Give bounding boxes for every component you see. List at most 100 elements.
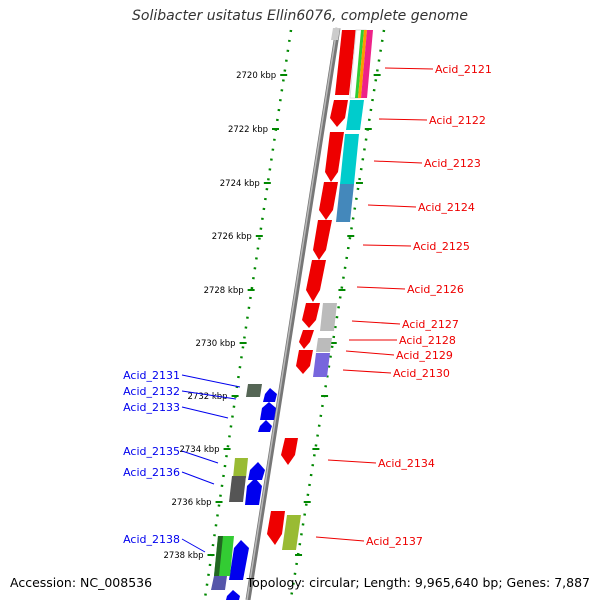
gene-callout-label[interactable]: Acid_2133	[123, 401, 180, 414]
gene-callout-forward[interactable]: Acid_2129	[345, 349, 453, 362]
ruler-tick-label: 2734 kbp	[179, 445, 219, 455]
cog-stripe-green	[355, 30, 364, 98]
gene-callout-label[interactable]: Acid_2127	[402, 318, 459, 331]
forward-genes	[267, 30, 356, 545]
ruler-tick-label: 2720 kbp	[236, 71, 276, 81]
gene-callout-label[interactable]: Acid_2125	[413, 240, 470, 253]
ruler-tick: 2724 kbp	[220, 179, 363, 189]
ruler-tick: 2720 kbp	[236, 71, 381, 81]
gene-callout-label[interactable]: Acid_2138	[123, 533, 180, 546]
gene-callout-forward[interactable]: Acid_2124	[367, 201, 475, 214]
gene-acid-2122[interactable]	[330, 100, 348, 127]
backbone-top-highlight	[331, 28, 340, 40]
gene-acid-2133-b[interactable]	[258, 420, 272, 432]
gene-acid-2136[interactable]	[245, 478, 262, 505]
gene-callout-label[interactable]: Acid_2136	[123, 466, 180, 479]
ruler-tick-label: 2724 kbp	[220, 179, 260, 189]
gene-acid-2132[interactable]	[263, 388, 277, 402]
gene-callout-label[interactable]: Acid_2121	[435, 63, 492, 76]
ruler-tick: 2726 kbp	[212, 232, 355, 242]
gene-callout-forward[interactable]: Acid_2125	[362, 240, 470, 253]
genome-backbone	[245, 27, 341, 601]
gene-callout-forward[interactable]: Acid_2126	[356, 283, 464, 296]
gene-acid-2123[interactable]	[325, 132, 344, 182]
gene-callout-label[interactable]: Acid_2132	[123, 385, 180, 398]
gene-callout-forward[interactable]: Acid_2127	[351, 318, 459, 331]
gene-callout-forward[interactable]: Acid_2137	[315, 535, 423, 548]
cog-stripe-orange	[358, 30, 367, 98]
topology-text: Topology: circular; Length: 9,965,640 bp…	[246, 575, 590, 590]
gene-callout-reverse[interactable]: Acid_2136	[123, 466, 215, 485]
gene-callout-label[interactable]: Acid_2137	[366, 535, 423, 548]
cog-block-2122	[346, 100, 364, 130]
cog-block-2138b	[214, 536, 223, 576]
gene-acid-2130[interactable]	[296, 350, 313, 374]
gene-callout-label[interactable]: Acid_2126	[407, 283, 464, 296]
cog-block-2136	[229, 476, 246, 502]
cog-block-2129	[316, 338, 332, 352]
cog-block-2127	[320, 303, 337, 331]
ruler-tick-label: 2730 kbp	[196, 339, 236, 349]
ruler-tick: 2734 kbp	[179, 445, 320, 455]
gene-callout-label[interactable]: Acid_2135	[123, 445, 180, 458]
reverse-cog-blocks	[211, 384, 262, 590]
ruler-tick: 2722 kbp	[228, 125, 372, 135]
accession-text: Accession: NC_008536	[10, 575, 153, 590]
gene-acid-2127[interactable]	[302, 303, 320, 328]
ruler-tick-label: 2736 kbp	[171, 498, 211, 508]
gene-acid-2124[interactable]	[319, 182, 338, 220]
ruler-tick: 2728 kbp	[204, 286, 346, 296]
gene-callout-reverse[interactable]: Acid_2132	[123, 385, 237, 400]
gene-callout-label[interactable]: Acid_2122	[429, 114, 486, 127]
gene-callout-label[interactable]: Acid_2124	[418, 201, 475, 214]
ruler-tick: 2738 kbp	[163, 551, 303, 561]
gene-acid-2126[interactable]	[306, 260, 326, 302]
cog-block-2124	[336, 184, 354, 222]
gene-acid-2135[interactable]	[248, 462, 265, 480]
gene-callout-label[interactable]: Acid_2129	[396, 349, 453, 362]
cog-block-2123	[340, 134, 359, 184]
ruler-tick: 2736 kbp	[171, 498, 311, 508]
gene-callout-reverse[interactable]: Acid_2133	[123, 401, 229, 419]
gene-callout-forward[interactable]: Acid_2128	[349, 334, 456, 347]
gene-callout-forward[interactable]: Acid_2121	[384, 63, 492, 76]
ruler-tick: 2732 kbp	[188, 392, 329, 402]
gene-acid-2134[interactable]	[281, 438, 298, 465]
reverse-callouts: Acid_2131 Acid_2132 Acid_2133 Acid_2135 Acid…	[123, 369, 241, 553]
cog-block-2130	[313, 353, 330, 377]
gene-callout-forward[interactable]: Acid_2134	[327, 457, 435, 470]
cog-stripe-magenta	[361, 30, 373, 98]
ruler-tick-label: 2732 kbp	[188, 392, 228, 402]
ruler-tick-label: 2722 kbp	[228, 125, 268, 135]
cog-block-2137	[282, 515, 301, 550]
gene-acid-2121[interactable]	[335, 30, 356, 95]
gene-acid-2133-a[interactable]	[260, 402, 276, 420]
ruler-tick: 2730 kbp	[196, 339, 337, 349]
gene-callout-label[interactable]: Acid_2131	[123, 369, 180, 382]
cog-block-2131	[246, 384, 262, 397]
gene-acid-2128[interactable]	[299, 330, 314, 349]
gene-callout-label[interactable]: Acid_2134	[378, 457, 435, 470]
gene-callout-label[interactable]: Acid_2123	[424, 157, 481, 170]
ruler-tick-label: 2728 kbp	[204, 286, 244, 296]
forward-callouts: Acid_2121 Acid_2122 Acid_2123 Acid_2124 Acid…	[315, 63, 492, 548]
gene-acid-2139[interactable]	[226, 590, 240, 600]
gene-callout-forward[interactable]: Acid_2122	[378, 114, 486, 127]
gene-callout-reverse[interactable]: Acid_2131	[123, 369, 241, 388]
gene-callout-forward[interactable]: Acid_2130	[342, 367, 450, 380]
gene-callout-reverse[interactable]: Acid_2138	[123, 533, 206, 553]
ruler-tick-label: 2738 kbp	[163, 551, 203, 561]
genome-title: Solibacter usitatus Ellin6076, complete …	[132, 8, 468, 24]
gene-acid-2125[interactable]	[313, 220, 332, 260]
gene-callout-label[interactable]: Acid_2128	[399, 334, 456, 347]
gene-acid-2137[interactable]	[267, 511, 285, 545]
gene-callout-forward[interactable]: Acid_2123	[373, 157, 481, 170]
ruler-ticks: 2720 kbp 2722 kbp 2724 kbp 2726 kbp 2728 kbp…	[163, 71, 381, 561]
gene-callout-label[interactable]: Acid_2130	[393, 367, 450, 380]
gene-callout-reverse[interactable]: Acid_2135	[123, 445, 219, 464]
gene-acid-2138[interactable]	[229, 540, 249, 580]
cog-block-2135	[233, 458, 248, 478]
forward-cog-blocks	[282, 29, 373, 550]
